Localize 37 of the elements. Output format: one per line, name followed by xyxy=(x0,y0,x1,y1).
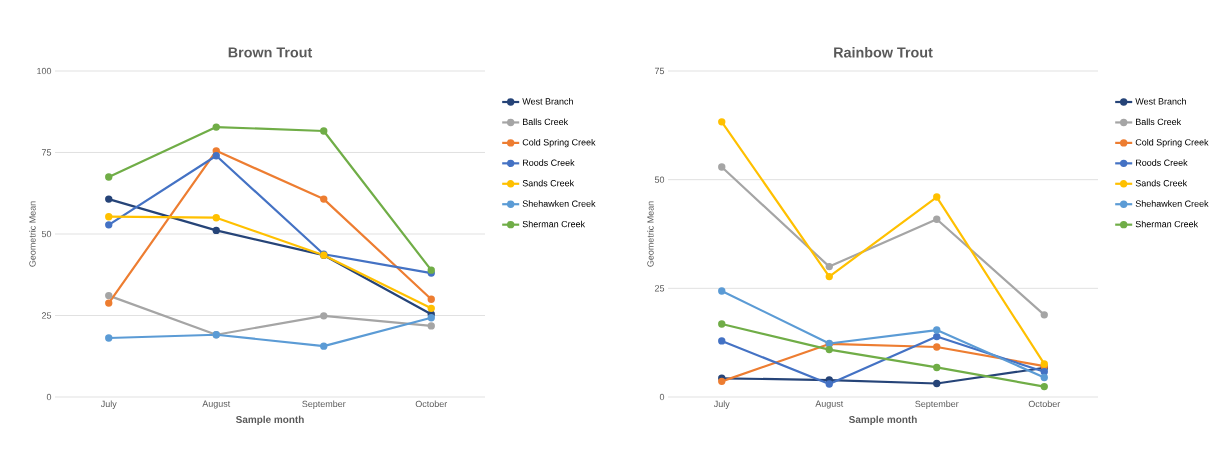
legend-label: Shehawken Creek xyxy=(522,200,596,207)
legend-label: Balls Creek xyxy=(1136,118,1182,126)
legend-label: Roods Creek xyxy=(523,159,575,166)
y-tick-label: 75 xyxy=(41,149,52,156)
legend-label: Sands Creek xyxy=(522,179,575,187)
y-tick-label: 25 xyxy=(654,285,665,292)
chart-title: Brown Trout xyxy=(228,47,313,58)
y-tick-label: 100 xyxy=(37,67,52,75)
y-tick-label: 50 xyxy=(654,176,665,183)
legend-label: Cold Spring Creek xyxy=(1135,138,1209,148)
legend-label: Sherman Creek xyxy=(522,220,586,228)
x-tick-label: July xyxy=(100,400,117,409)
x-tick-label: September xyxy=(302,400,346,409)
legend-label: Balls Creek xyxy=(523,118,569,126)
y-tick-label: 25 xyxy=(41,312,52,319)
chart-title: Rainbow Trout xyxy=(834,46,933,58)
y-axis-title: Geometric Mean xyxy=(647,201,654,267)
x-tick-label: August xyxy=(815,400,844,409)
legend-label: Cold Spring Creek xyxy=(522,138,596,148)
y-axis-title: Geometric Mean xyxy=(29,201,36,267)
legend-label: Shehawken Creek xyxy=(1135,200,1209,207)
x-tick-label: September xyxy=(915,400,959,409)
legend-label: Sherman Creek xyxy=(1135,220,1199,228)
x-tick-label: October xyxy=(1028,400,1061,408)
x-tick-label: October xyxy=(415,400,448,408)
y-tick-label: 0 xyxy=(46,393,52,401)
x-axis-title: Sample month xyxy=(235,415,304,425)
legend-label: Sands Creek xyxy=(1135,179,1188,187)
x-tick-label: July xyxy=(713,400,730,409)
legend-label: West Branch xyxy=(1135,98,1186,105)
legend-label: West Branch xyxy=(522,98,573,105)
legend-label: Roods Creek xyxy=(1136,159,1188,166)
x-axis-title: Sample month xyxy=(848,415,917,425)
y-tick-label: 75 xyxy=(654,67,665,75)
y-tick-label: 50 xyxy=(41,230,52,238)
x-tick-label: August xyxy=(202,400,231,409)
y-tick-label: 0 xyxy=(659,393,665,401)
